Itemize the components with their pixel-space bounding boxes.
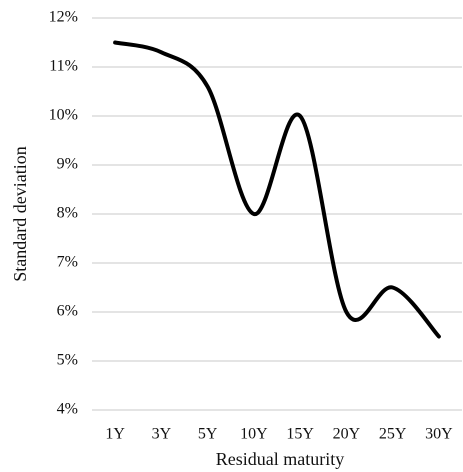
y-axis-title: Standard deviation bbox=[10, 146, 30, 281]
x-tick-label: 1Y bbox=[105, 426, 125, 443]
x-tick-label: 30Y bbox=[425, 426, 453, 443]
y-tick-label: 9% bbox=[57, 156, 78, 173]
x-tick-label: 5Y bbox=[198, 426, 218, 443]
y-tick-label: 6% bbox=[57, 303, 78, 320]
x-tick-label: 10Y bbox=[240, 426, 268, 443]
y-tick-label: 10% bbox=[49, 107, 78, 124]
x-tick-label: 20Y bbox=[333, 426, 361, 443]
y-tick-label: 12% bbox=[49, 9, 78, 26]
x-tick-label: 25Y bbox=[379, 426, 407, 443]
y-tick-label: 11% bbox=[49, 58, 78, 75]
y-tick-label: 7% bbox=[57, 254, 78, 271]
x-tick-label: 3Y bbox=[152, 426, 172, 443]
y-tick-label: 5% bbox=[57, 352, 78, 369]
y-tick-label: 4% bbox=[57, 401, 78, 418]
x-tick-label: 15Y bbox=[286, 426, 314, 443]
y-tick-label: 8% bbox=[57, 205, 78, 222]
data-line bbox=[113, 40, 441, 339]
x-axis-title: Residual maturity bbox=[216, 449, 344, 469]
